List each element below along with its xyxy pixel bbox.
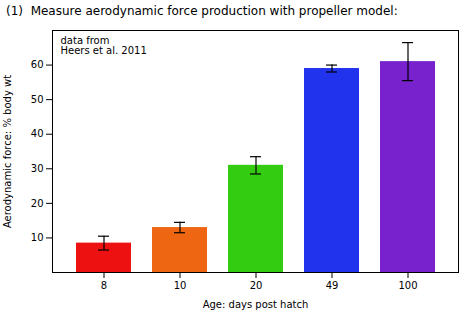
- svg-text:8: 8: [101, 280, 107, 291]
- svg-text:Age: days post hatch: Age: days post hatch: [203, 299, 309, 310]
- svg-text:60: 60: [31, 59, 44, 70]
- svg-text:Aerodynamic force: % body wt: Aerodynamic force: % body wt: [2, 75, 13, 228]
- svg-text:10: 10: [174, 280, 187, 291]
- svg-text:30: 30: [31, 163, 44, 174]
- svg-text:50: 50: [31, 94, 44, 105]
- svg-text:100: 100: [398, 280, 417, 291]
- svg-text:data fromHeers et al. 2011: data fromHeers et al. 2011: [61, 35, 147, 56]
- svg-text:40: 40: [31, 128, 44, 139]
- html-text:(1) Measure aerodynamic force: (1) Measure aerodynamic force production…: [6, 4, 398, 18]
- svg-text:10: 10: [31, 232, 44, 243]
- svg-text:49: 49: [326, 280, 339, 291]
- svg-text:20: 20: [31, 198, 44, 209]
- svg-text:20: 20: [250, 280, 263, 291]
